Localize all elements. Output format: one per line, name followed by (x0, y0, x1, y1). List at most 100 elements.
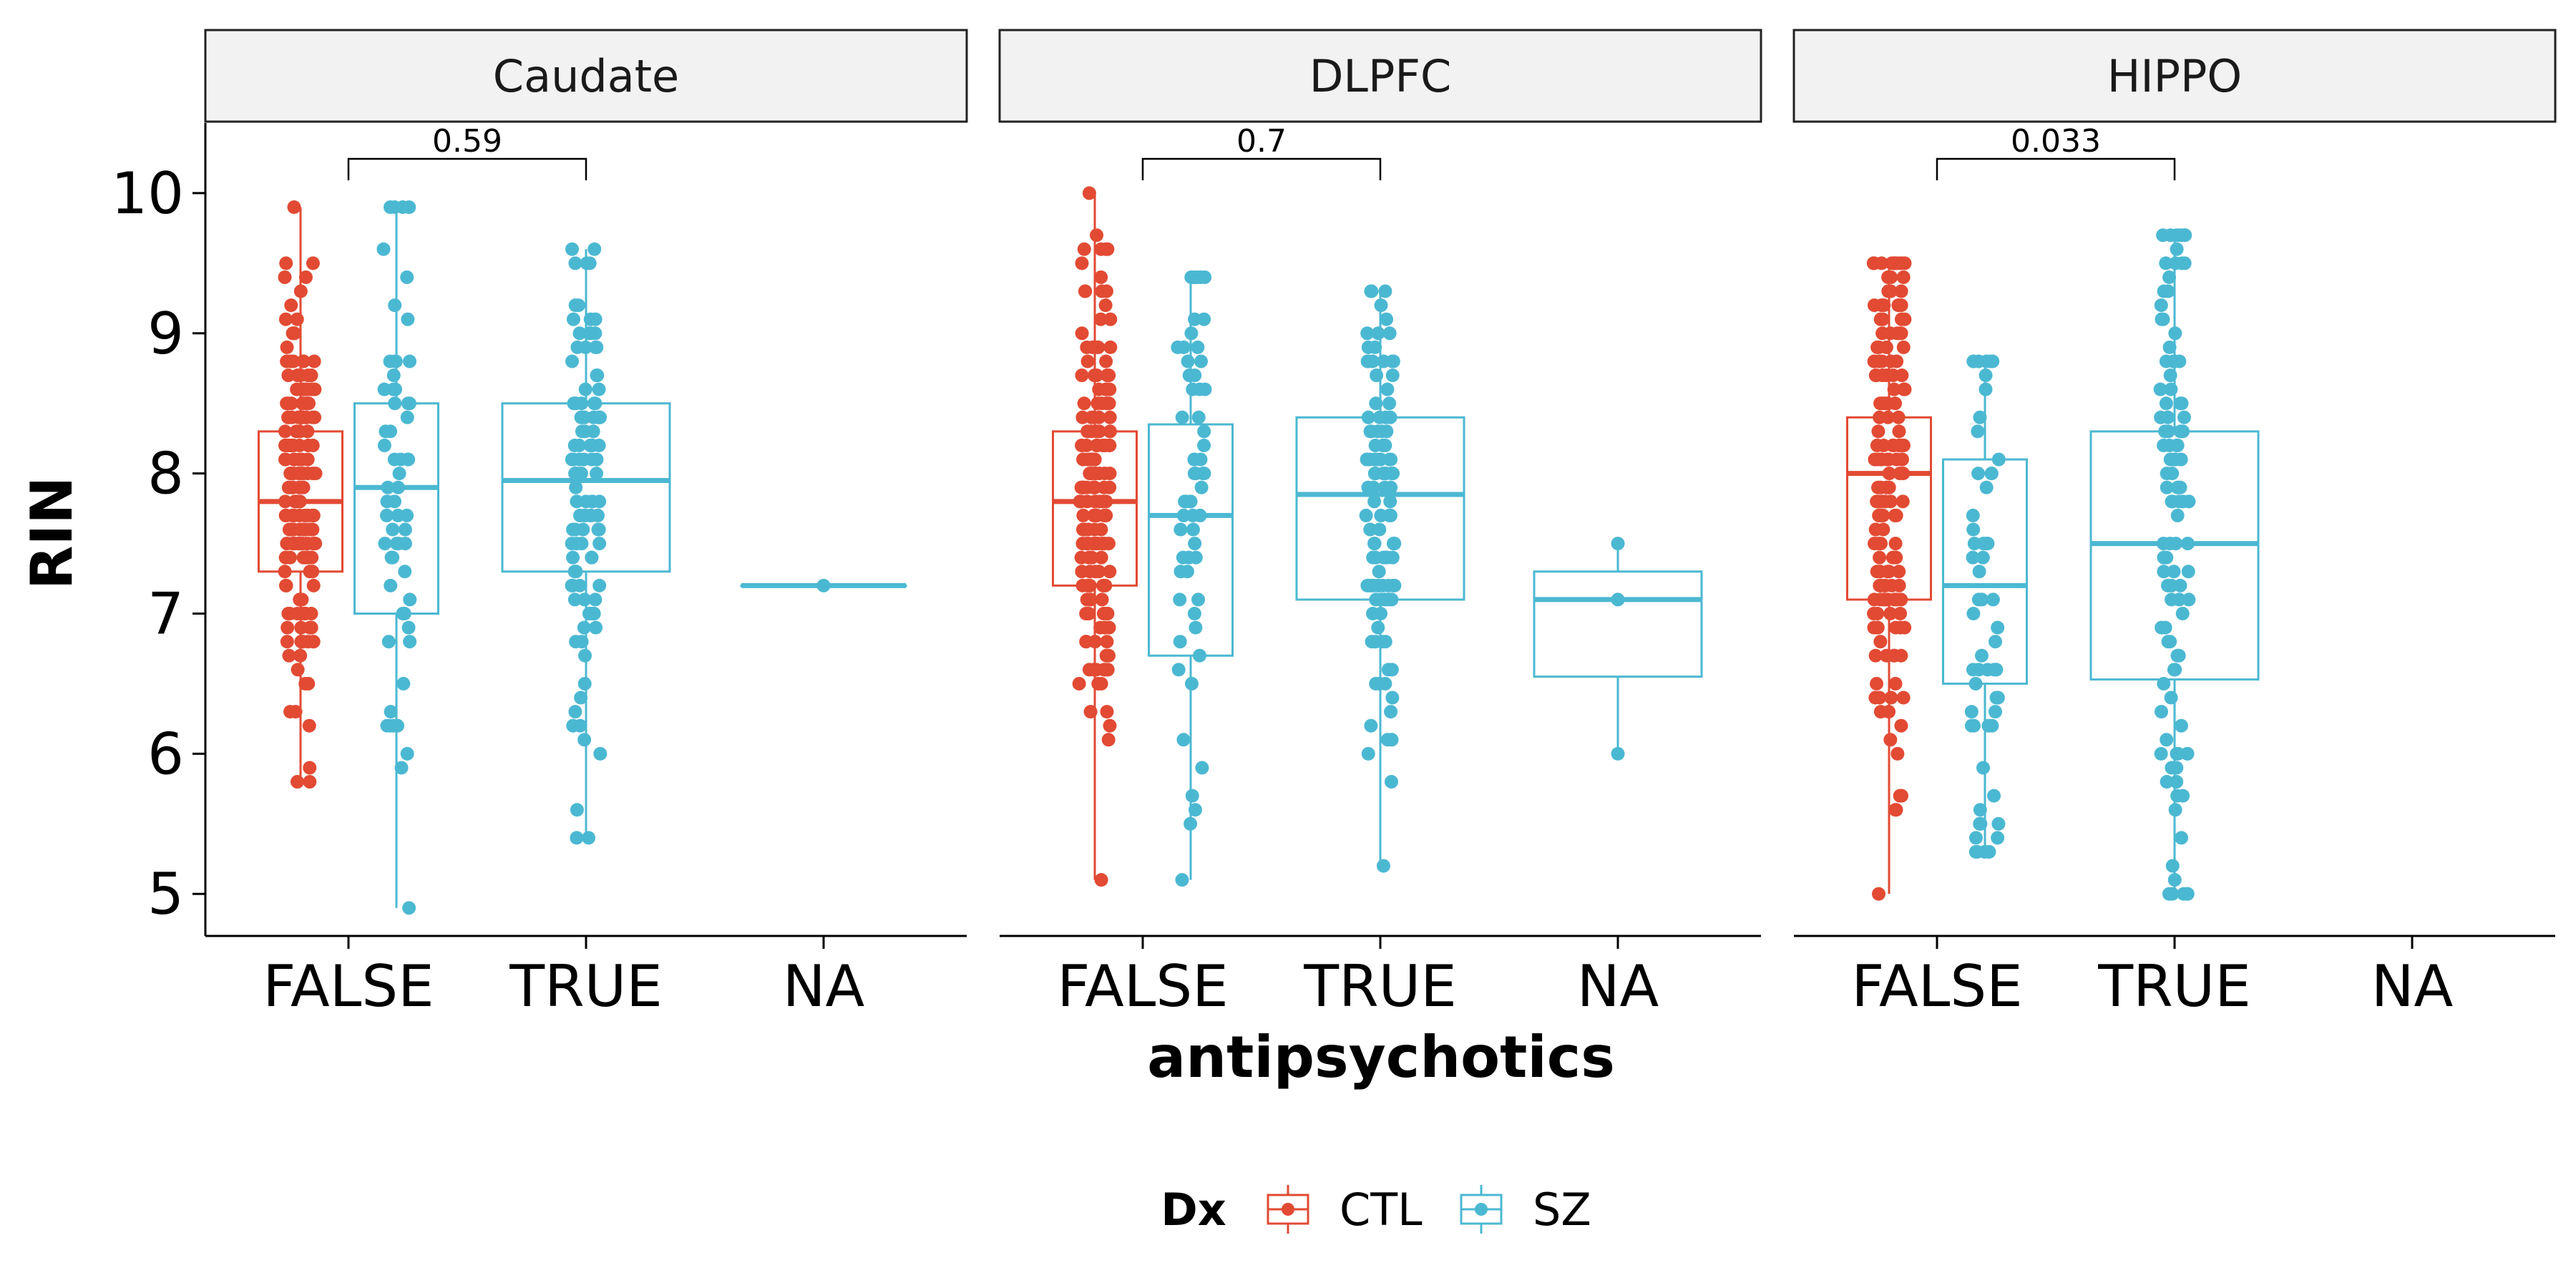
data-point (1966, 508, 1980, 522)
data-point (2177, 256, 2192, 270)
data-point (384, 578, 398, 592)
data-point (1097, 578, 1111, 592)
data-point (1083, 592, 1097, 607)
data-point (1173, 635, 1187, 649)
data-point (1894, 326, 1908, 341)
data-point (290, 775, 304, 789)
data-point (278, 312, 293, 326)
data-point (306, 410, 320, 424)
data-point (1369, 396, 1383, 411)
y-axis: 5 6 7 8 9 10 (111, 123, 207, 936)
data-point (1080, 424, 1095, 439)
data-point (591, 508, 605, 522)
data-point (306, 635, 320, 649)
data-point (1385, 691, 1400, 705)
data-point (292, 480, 306, 494)
data-point (1092, 467, 1106, 481)
data-point (2174, 424, 2188, 439)
data-point (2165, 859, 2180, 873)
data-point (1892, 438, 1906, 452)
data-point (588, 326, 602, 341)
data-point (379, 508, 394, 522)
x-tick-label: FALSE (1057, 953, 1228, 1020)
box-false-ctl (1846, 256, 1932, 901)
data-point (1375, 635, 1390, 649)
data-point (592, 382, 606, 396)
y-tick-label: 9 (147, 301, 184, 367)
significance-bracket (347, 157, 587, 180)
data-point (1981, 718, 1996, 733)
data-point (1966, 607, 1981, 621)
data-point (1366, 480, 1380, 494)
data-point (1184, 494, 1198, 509)
data-point (2161, 410, 2175, 424)
data-point (2170, 508, 2185, 522)
data-point (1886, 369, 1901, 383)
data-point (280, 620, 295, 635)
data-point (1360, 452, 1374, 467)
data-point (1101, 607, 1115, 621)
data-point (1098, 298, 1113, 313)
data-point (1085, 550, 1099, 565)
data-point (2157, 438, 2171, 452)
data-point (386, 522, 400, 537)
data-point (1991, 452, 2006, 467)
legend-label-sz: SZ (1533, 1184, 1591, 1236)
data-point (570, 803, 584, 817)
data-point (590, 467, 604, 481)
data-point (592, 578, 607, 592)
data-point (2160, 733, 2174, 747)
x-tick-label: TRUE (509, 953, 663, 1020)
data-point (2180, 887, 2195, 901)
data-point (2168, 663, 2182, 677)
data-point (588, 340, 602, 354)
data-point (301, 676, 316, 691)
data-point (1889, 452, 1903, 467)
data-point (592, 410, 607, 424)
data-point (1197, 312, 1211, 326)
data-point (1870, 340, 1885, 354)
data-point (1890, 354, 1904, 369)
data-point (1095, 592, 1109, 607)
data-point (2175, 831, 2189, 845)
data-point (401, 396, 415, 411)
data-point (1103, 382, 1117, 396)
data-point (401, 312, 415, 326)
data-point (585, 550, 599, 565)
x-tick-label: NA (2371, 953, 2454, 1020)
data-point (1103, 312, 1118, 326)
data-point (398, 537, 412, 551)
data-point (1361, 410, 1375, 424)
data-point (1372, 410, 1387, 424)
data-point (303, 761, 317, 775)
data-point (1971, 467, 1986, 481)
data-point (1100, 635, 1114, 649)
data-point (1073, 494, 1088, 509)
data-point (296, 354, 311, 369)
data-point (1877, 298, 1891, 313)
data-point (302, 718, 316, 733)
data-point (280, 340, 294, 354)
data-point (1372, 522, 1387, 537)
data-point (1184, 816, 1198, 831)
box-false-ctl (1052, 186, 1138, 887)
data-point (1964, 718, 1979, 733)
data-point (307, 354, 321, 369)
panel-hippo: HIPPO FALSE TRUE NA 0.033 (1792, 29, 2557, 1020)
data-point (1973, 816, 1987, 831)
data-point (575, 635, 589, 649)
data-point (1099, 648, 1113, 663)
data-point (1883, 733, 1898, 747)
data-point (1870, 438, 1884, 452)
box-true-sz (1295, 284, 1465, 873)
data-point (1380, 312, 1394, 326)
data-point (1360, 354, 1375, 369)
data-point (1174, 522, 1188, 537)
data-point (592, 537, 607, 551)
data-point (578, 424, 592, 439)
data-point (2180, 537, 2195, 551)
data-point (378, 537, 392, 551)
data-point (383, 718, 397, 733)
data-point (383, 354, 397, 369)
data-point (288, 494, 302, 509)
